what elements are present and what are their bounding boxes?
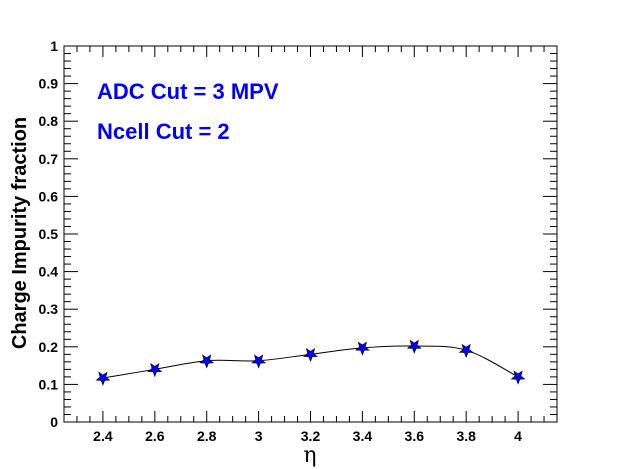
data-point bbox=[251, 354, 267, 369]
x-tick-label: 2.6 bbox=[145, 428, 165, 444]
data-point bbox=[95, 371, 111, 386]
x-tick-label: 3 bbox=[255, 428, 263, 444]
series-markers bbox=[95, 339, 526, 386]
y-axis-tick-labels: 0 0.1 0.2 0.3 0.4 0.5 0.6 0.7 0.8 0.9 1 bbox=[39, 38, 59, 430]
y-tick-label: 0.9 bbox=[39, 76, 59, 92]
y-tick-label: 0.4 bbox=[39, 264, 59, 280]
x-tick-label: 3.6 bbox=[405, 428, 425, 444]
y-tick-label: 0.3 bbox=[39, 301, 59, 317]
x-tick-label: 4 bbox=[514, 428, 522, 444]
x-tick-label: 3.2 bbox=[301, 428, 321, 444]
data-point bbox=[147, 363, 163, 378]
data-point bbox=[406, 339, 422, 354]
x-tick-label: 3.4 bbox=[353, 428, 373, 444]
y-tick-label: 0 bbox=[50, 414, 58, 430]
data-point bbox=[510, 370, 526, 385]
data-point bbox=[303, 347, 318, 363]
y-axis-title: Charge Impurity fraction bbox=[9, 117, 31, 349]
y-tick-label: 0.2 bbox=[39, 339, 59, 355]
data-point bbox=[354, 341, 370, 356]
data-point bbox=[199, 354, 215, 369]
y-tick-label: 0.1 bbox=[39, 376, 59, 392]
y-tick-label: 0.8 bbox=[39, 113, 59, 129]
x-axis-tick-labels: 2.4 2.6 2.8 3 3.2 3.4 3.6 3.8 4 bbox=[93, 428, 522, 444]
annotation-ncell-cut: Ncell Cut = 2 bbox=[97, 119, 230, 144]
y-tick-label: 0.7 bbox=[39, 151, 59, 167]
x-axis-title: η bbox=[303, 443, 316, 468]
x-tick-label: 2.8 bbox=[197, 428, 217, 444]
x-axis-ticks bbox=[63, 46, 558, 422]
annotation-adc-cut: ADC Cut = 3 MPV bbox=[97, 79, 279, 104]
x-tick-label: 2.4 bbox=[93, 428, 113, 444]
y-tick-label: 0.5 bbox=[39, 226, 59, 242]
x-tick-label: 3.8 bbox=[456, 428, 476, 444]
y-tick-label: 0.6 bbox=[39, 188, 59, 204]
data-point bbox=[458, 343, 474, 359]
y-tick-label: 1 bbox=[50, 38, 58, 54]
y-axis-ticks bbox=[64, 45, 557, 423]
